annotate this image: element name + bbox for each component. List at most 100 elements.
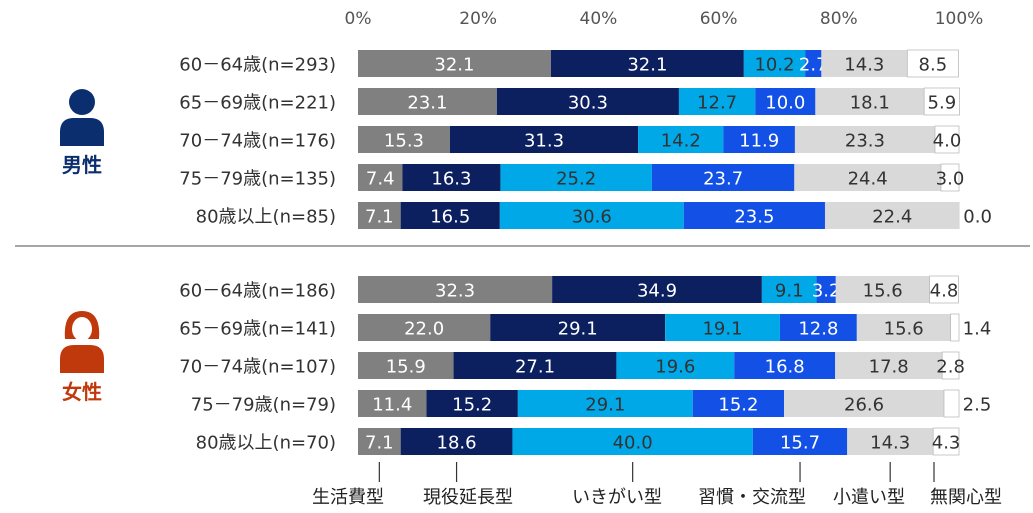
row-label: 80歳以上(n=70) <box>196 433 336 454</box>
x-tick-label: 40% <box>580 9 618 29</box>
bar-segment <box>400 202 500 229</box>
bar-segment <box>816 276 836 303</box>
row-label: 80歳以上(n=85) <box>196 207 336 228</box>
data-label: 14.3 <box>844 55 884 76</box>
data-label: 23.3 <box>845 131 885 152</box>
data-label: 10.0 <box>765 93 805 114</box>
row-label: 75－79歳(n=135) <box>179 169 336 190</box>
data-label: 26.6 <box>844 395 884 416</box>
bar-segment <box>678 88 756 115</box>
row-label: 60－64歳(n=293) <box>179 55 336 76</box>
bar-segment <box>517 390 693 417</box>
data-label: 30.6 <box>572 207 612 228</box>
data-label: 32.1 <box>627 55 667 76</box>
data-label: 7.1 <box>365 207 394 228</box>
bar-segment <box>943 389 960 418</box>
group-label: 男性 <box>62 153 102 177</box>
bar-segment <box>734 352 836 379</box>
row-label: 70－74歳(n=107) <box>179 357 336 378</box>
bar-segment <box>490 314 666 341</box>
bar-segment <box>453 352 617 379</box>
group-label: 女性 <box>62 380 102 404</box>
bar-segment <box>638 126 724 153</box>
data-label: 10.2 <box>754 55 794 76</box>
bar-segment <box>358 126 450 153</box>
data-label: 8.5 <box>919 55 948 76</box>
bar-segment <box>358 50 551 77</box>
data-label: 4.0 <box>933 131 962 152</box>
data-label: 1.4 <box>963 319 992 340</box>
bar-segment <box>950 313 960 342</box>
data-label: 32.1 <box>434 55 474 76</box>
bar-segment <box>743 50 806 77</box>
x-tick-label: 80% <box>820 9 858 29</box>
bar-segment <box>847 428 934 455</box>
row-label: 65－69歳(n=221) <box>179 93 336 114</box>
bar-segment <box>550 50 744 77</box>
bar-segment <box>934 125 960 154</box>
data-label: 15.3 <box>384 131 424 152</box>
data-label: 12.7 <box>697 93 737 114</box>
female-person-icon <box>60 311 104 373</box>
bar-segment <box>932 427 960 456</box>
bar-segment <box>500 164 652 191</box>
data-label: 16.3 <box>431 169 471 190</box>
bar-segment <box>805 50 822 77</box>
data-label: 34.9 <box>637 281 677 302</box>
bar-segment <box>835 352 943 379</box>
bar-segment <box>940 163 960 192</box>
data-label: 7.4 <box>366 169 395 190</box>
x-axis: 0% 20% 40% 60% 80% 100% <box>15 9 1030 247</box>
bar-segment <box>923 87 961 116</box>
legend-label: 無関心型 <box>930 487 1002 508</box>
data-label: 3.0 <box>936 169 965 190</box>
data-label: 15.2 <box>718 395 758 416</box>
bar-segment <box>779 314 857 341</box>
bars: 32.1 32.1 10.2 2.7 14.3 8.5 23.1 30.3 12.7 10.0 18… <box>358 49 992 456</box>
bar-segment <box>835 276 930 303</box>
legend-label: いきがい型 <box>572 487 662 508</box>
bar-segment <box>941 351 960 380</box>
row-label: 65－69歳(n=141) <box>179 319 336 340</box>
data-label: 32.3 <box>435 281 475 302</box>
bar-segment <box>358 314 491 341</box>
bar-segment <box>761 276 817 303</box>
data-label: 18.6 <box>437 433 477 454</box>
legend: 生活費型 現役延長型 いきがい型 習慣・交流型 小遣い型 無関心型 <box>312 462 1002 508</box>
x-tick-label: 20% <box>459 9 497 29</box>
bar-segment <box>824 202 960 229</box>
data-label: 2.8 <box>936 357 965 378</box>
bar-segment <box>499 202 684 229</box>
bar-segment <box>665 314 780 341</box>
x-tick-label: 0% <box>345 9 372 29</box>
bar-segment <box>723 126 795 153</box>
data-label: 15.6 <box>884 319 924 340</box>
x-tick-label: 60% <box>700 9 738 29</box>
legend-label: 小遣い型 <box>833 487 905 508</box>
data-label: 4.8 <box>930 281 959 302</box>
data-label: 29.1 <box>585 395 625 416</box>
bar-segment <box>358 390 427 417</box>
bar-segment <box>755 88 816 115</box>
data-label: 29.1 <box>558 319 598 340</box>
bar-segment <box>651 164 795 191</box>
bar-segment <box>794 126 935 153</box>
data-label: 19.6 <box>655 357 695 378</box>
data-label: 22.4 <box>872 207 912 228</box>
data-label: 18.1 <box>850 93 890 114</box>
data-label: 15.7 <box>780 433 820 454</box>
data-label: 0.0 <box>963 207 992 228</box>
bar-segment <box>512 428 753 455</box>
male-person-icon <box>60 88 104 146</box>
data-label: 14.3 <box>870 433 910 454</box>
data-label: 19.1 <box>702 319 742 340</box>
legend-label: 生活費型 <box>312 487 384 508</box>
bar-segment <box>358 428 401 455</box>
data-label: 12.8 <box>798 319 838 340</box>
data-label: 23.5 <box>734 207 774 228</box>
bar-segment <box>426 390 518 417</box>
bar-segment <box>496 88 679 115</box>
data-label: 25.2 <box>556 169 596 190</box>
data-label: 14.2 <box>661 131 701 152</box>
